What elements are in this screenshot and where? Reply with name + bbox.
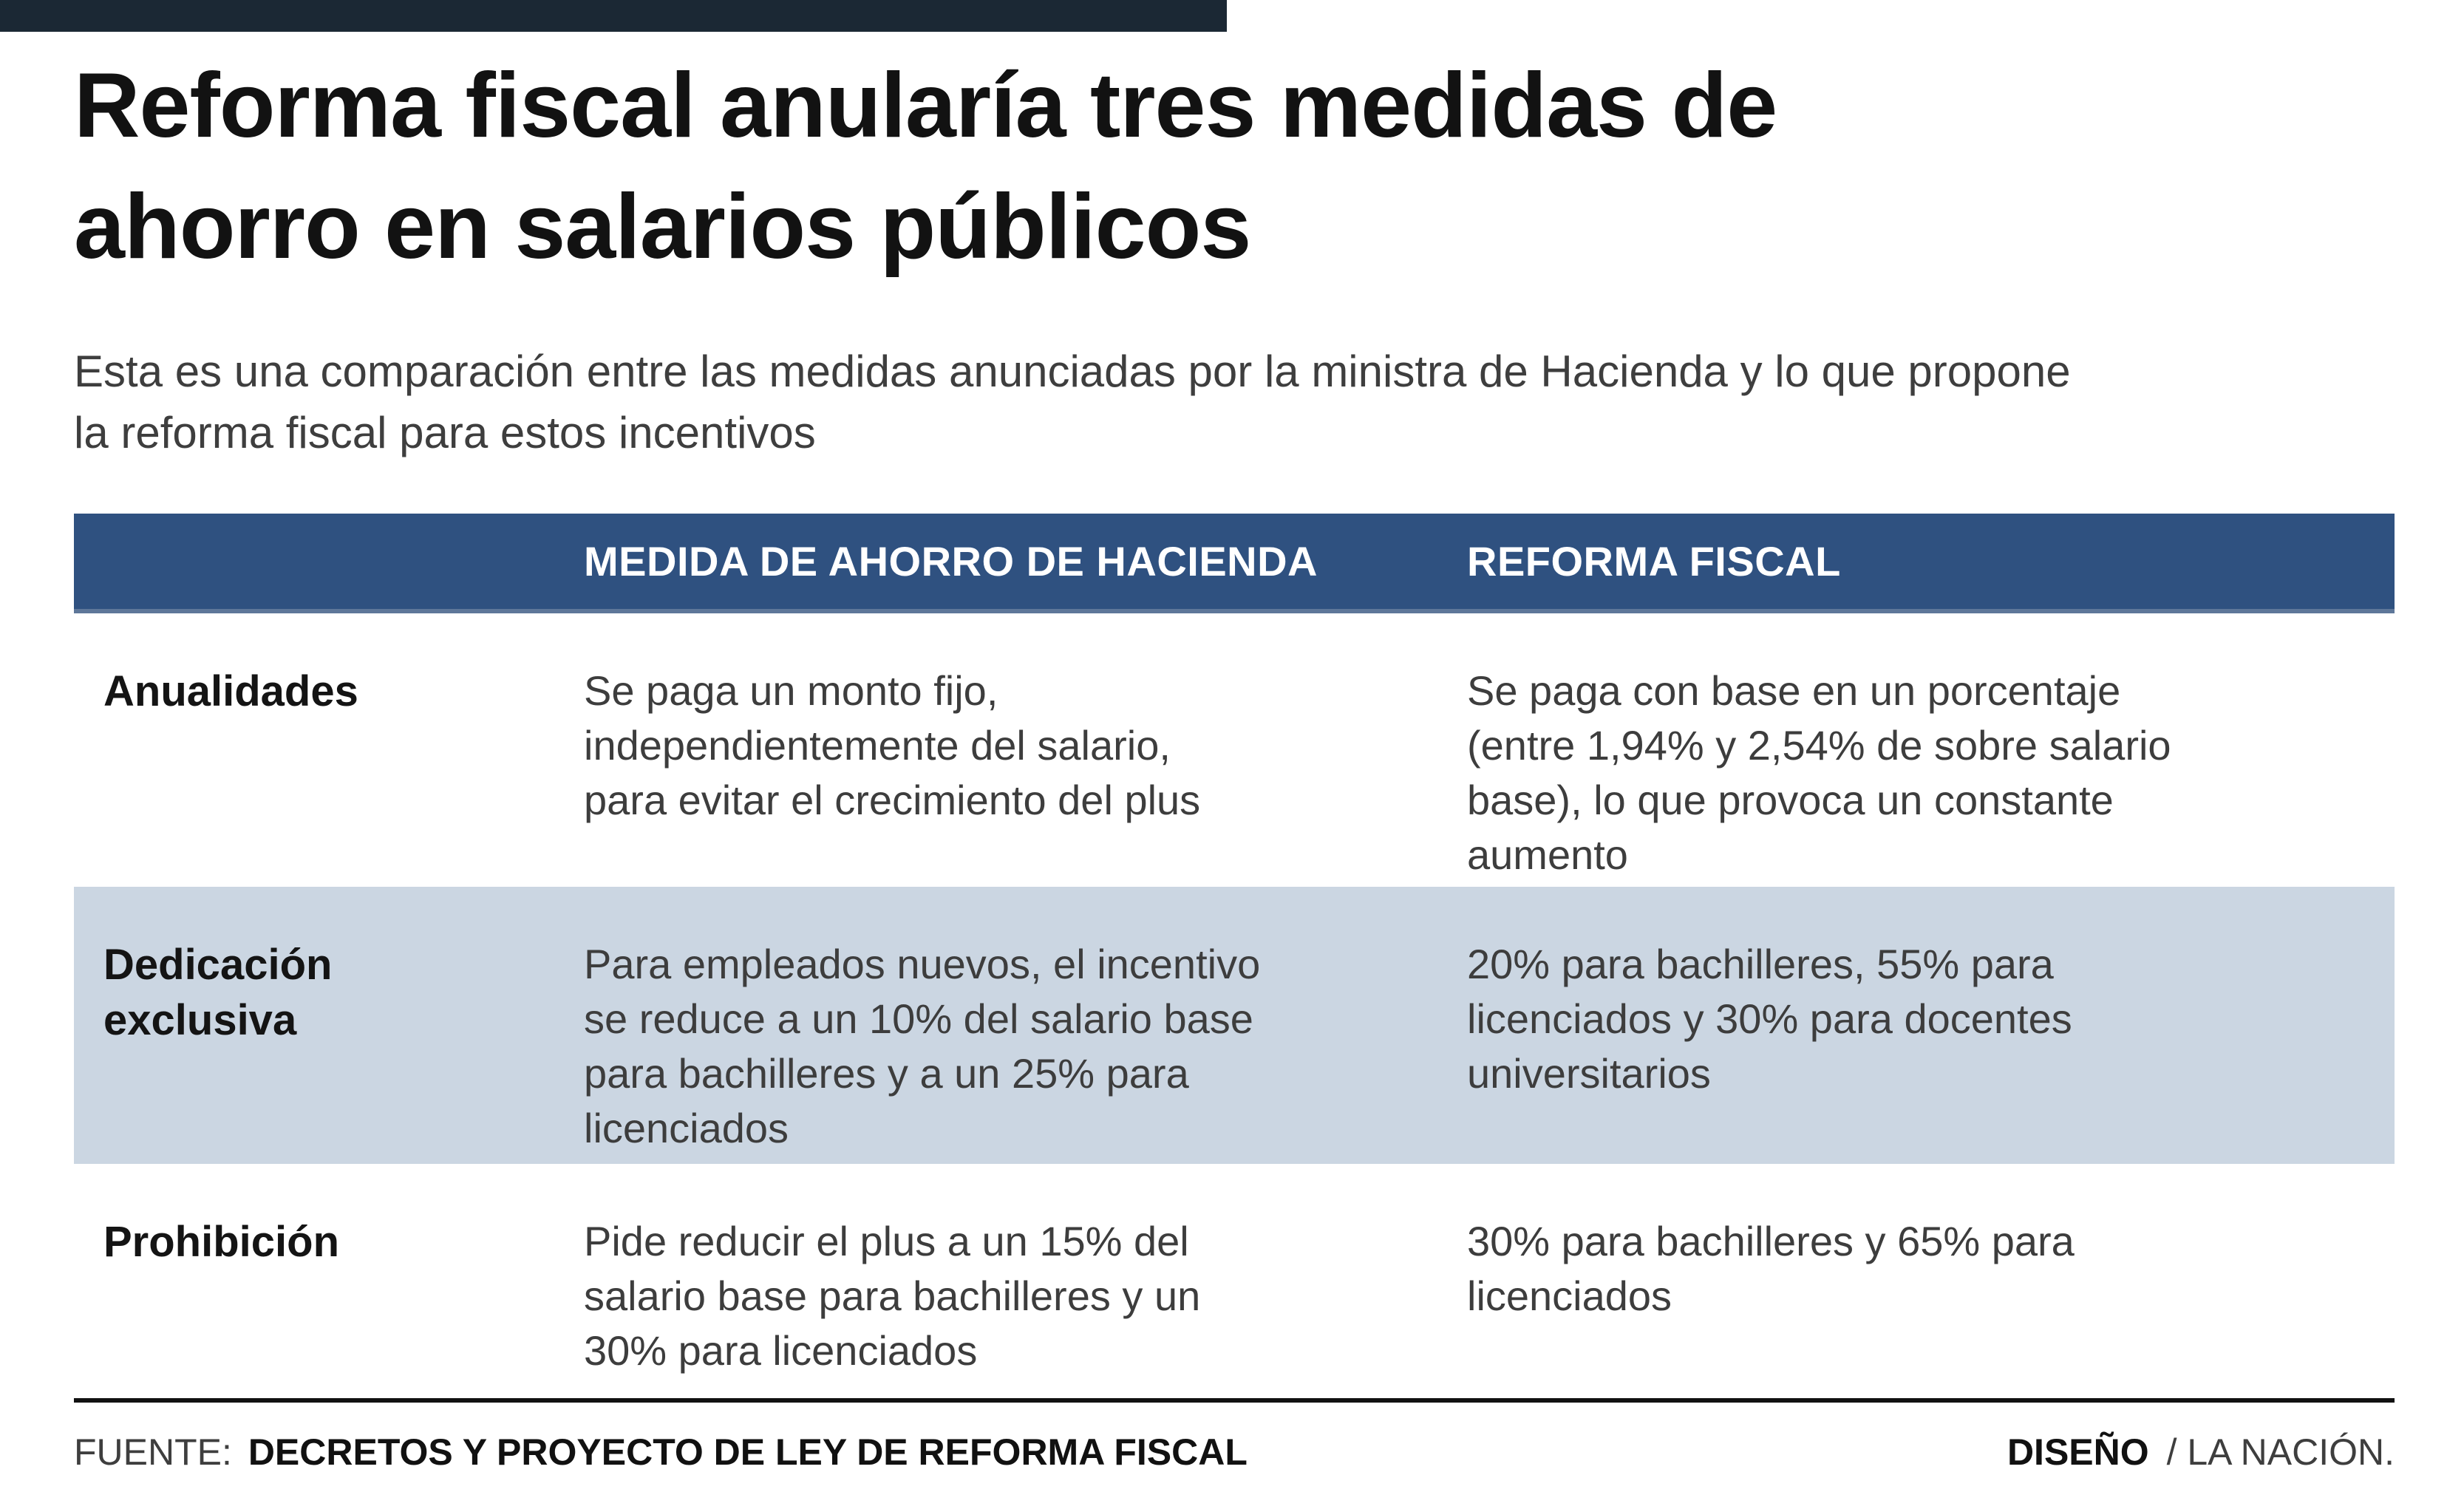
- cell-hacienda: Se paga un monto fijo, independientement…: [584, 667, 1201, 823]
- source-value: DECRETOS Y PROYECTO DE LEY DE REFORMA FI…: [248, 1431, 1248, 1473]
- row-label: Dedicación exclusiva: [103, 941, 333, 1045]
- cell-reforma: 30% para bachilleres y 65% para licencia…: [1467, 1218, 2075, 1319]
- cell-reforma: 20% para bachilleres, 55% para licenciad…: [1467, 941, 2072, 1097]
- design-label: DISEÑO: [2007, 1431, 2149, 1473]
- page-subtitle: Esta es una comparación entre las medida…: [74, 347, 2071, 457]
- comparison-table: MEDIDA DE AHORRO DE HACIENDA REFORMA FIS…: [74, 514, 2395, 1397]
- source-label: FUENTE:: [74, 1431, 232, 1473]
- footer-divider: [74, 1398, 2395, 1403]
- cell-hacienda: Pide reducir el plus a un 15% del salari…: [584, 1218, 1201, 1374]
- table-row-anualidades: Anualidades Se paga un monto fijo, indep…: [74, 613, 2395, 887]
- design-credit-value: / LA NACIÓN.: [2166, 1431, 2395, 1473]
- table-header-row: MEDIDA DE AHORRO DE HACIENDA REFORMA FIS…: [74, 514, 2395, 613]
- row-label: Anualidades: [103, 667, 358, 715]
- top-accent-bar: [0, 0, 1227, 32]
- cell-reforma: Se paga con base en un porcentaje (entre…: [1467, 667, 2171, 878]
- row-label: Prohibición: [103, 1218, 339, 1266]
- table-row-prohibicion: Prohibición Pide reducir el plus a un 15…: [74, 1164, 2395, 1397]
- page-title: Reforma fiscal anularía tres medidas de …: [74, 55, 1777, 278]
- table-row-dedicacion-exclusiva: Dedicación exclusiva Para empleados nuev…: [74, 887, 2395, 1164]
- header-cell-hacienda: MEDIDA DE AHORRO DE HACIENDA: [584, 538, 1318, 585]
- source-note: FUENTE: DECRETOS Y PROYECTO DE LEY DE RE…: [74, 1431, 1248, 1474]
- footer: FUENTE: DECRETOS Y PROYECTO DE LEY DE RE…: [74, 1431, 2395, 1474]
- design-credit: DISEÑO / LA NACIÓN.: [2007, 1431, 2395, 1474]
- header-cell-reforma: REFORMA FISCAL: [1467, 538, 1841, 585]
- cell-hacienda: Para empleados nuevos, el incentivo se r…: [584, 941, 1261, 1151]
